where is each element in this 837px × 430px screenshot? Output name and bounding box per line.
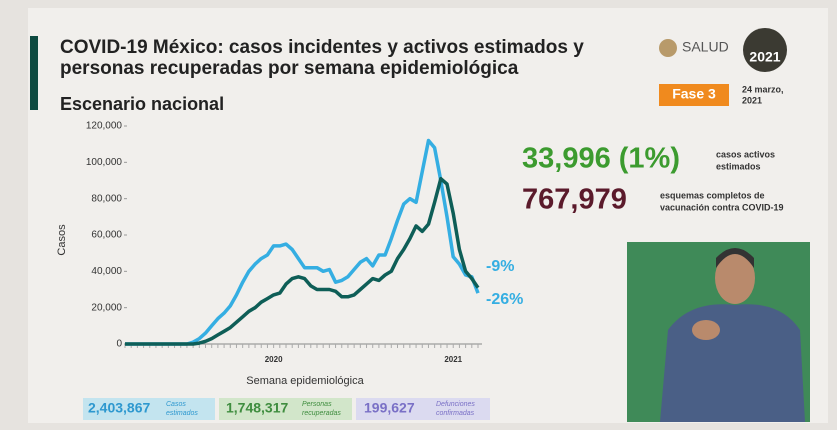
video-inset (627, 242, 810, 422)
y-tick-label: 0 (116, 339, 122, 350)
annotation: -9% (486, 258, 514, 275)
y-tick-label: 20,000 (91, 302, 122, 313)
date: 2021 (742, 95, 762, 105)
accent-bar (30, 36, 38, 110)
y-tick-label: 80,000 (91, 193, 122, 204)
footer-value: 1,748,317 (226, 400, 288, 416)
footer-value: 2,403,867 (88, 400, 150, 416)
footer-label: confirmadas (436, 410, 475, 417)
phase: Fase 3 (672, 86, 716, 102)
title: COVID-19 México: casos incidentes y acti… (60, 37, 584, 58)
title: personas recuperadas por semana epidemio… (60, 58, 519, 79)
stat-label: vacunación contra COVID-19 (660, 202, 784, 212)
y-tick-label: 120,000 (86, 121, 123, 132)
footer-label: Casos (166, 401, 186, 408)
stat-label: estimados (716, 161, 761, 171)
annotation: -26% (486, 291, 523, 308)
x-tick-label: 2020 (265, 355, 283, 364)
logo: SALUD (682, 39, 729, 55)
y-tick-label: 100,000 (86, 157, 123, 168)
series-line (125, 176, 480, 346)
stat-label: casos activos (716, 149, 775, 159)
date: 24 marzo, (742, 84, 784, 94)
y-axis-label: Casos (56, 224, 68, 256)
footer-label: estimados (166, 410, 198, 417)
footer-value: 199,627 (364, 400, 415, 416)
phase-box (659, 84, 729, 106)
stat-value: 767,979 (522, 184, 627, 216)
subtitle: Escenario nacional (60, 94, 224, 114)
footer-label: Personas (302, 401, 332, 408)
footer: 2,403,867 Casos estimados 1,748,317 Pers… (83, 398, 490, 420)
stat-label: esquemas completos de (660, 190, 765, 200)
badge-icon (743, 28, 787, 72)
x-axis-label: Semana epidemiológica (246, 375, 364, 387)
y-tick-label: 60,000 (91, 230, 122, 241)
stat-value: 33,996 (1%) (522, 143, 680, 175)
y-tick-label: 40,000 (91, 266, 122, 277)
footer-box (83, 398, 215, 420)
footer-label: Defunciones (436, 401, 475, 408)
footer-label: recuperadas (302, 410, 341, 417)
x-tick-label: 2021 (444, 355, 462, 364)
footer-box (219, 398, 352, 420)
badge: 2021 (749, 49, 780, 65)
logo-icon (659, 39, 677, 57)
footer-box (356, 398, 490, 420)
